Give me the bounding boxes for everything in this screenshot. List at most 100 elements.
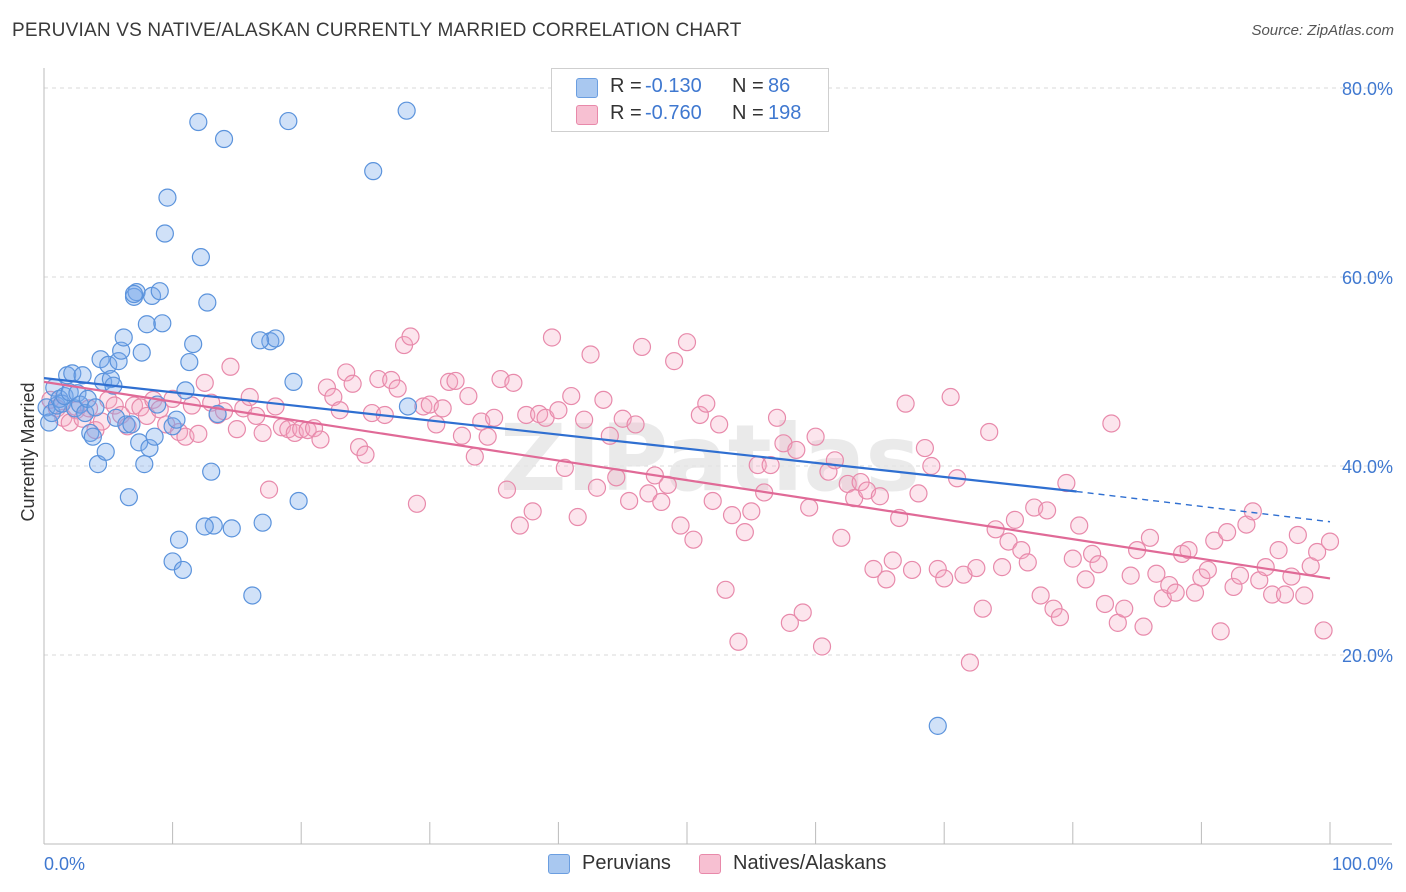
natives-point: [909, 484, 928, 503]
natives-point: [999, 532, 1018, 551]
peruvians-point: [364, 162, 383, 181]
natives-point: [407, 494, 427, 513]
natives-point: [722, 506, 742, 525]
natives-point: [581, 345, 600, 364]
n-label: N =: [732, 102, 764, 124]
natives-point: [1314, 621, 1333, 640]
peruvians-point: [150, 282, 169, 301]
natives-point: [542, 328, 562, 347]
natives-point: [716, 580, 735, 599]
natives-point: [1089, 555, 1108, 574]
y-tick-label: 40.0%: [1342, 457, 1393, 477]
y-tick-label: 20.0%: [1342, 646, 1393, 666]
peruvians-point: [176, 381, 195, 400]
peruvians-point: [73, 366, 92, 385]
natives-point: [928, 559, 947, 579]
natives-point: [427, 415, 446, 434]
peruvians-point: [76, 403, 95, 423]
natives-point: [1147, 564, 1166, 583]
natives-point: [369, 369, 388, 389]
natives-point: [877, 570, 896, 589]
natives-point: [1070, 516, 1089, 535]
peruvians-point: [169, 530, 189, 549]
peruvians-point: [112, 341, 131, 360]
natives-point: [941, 387, 960, 407]
peruvians-point: [109, 352, 128, 371]
peruvians-swatch: [576, 78, 598, 98]
natives-point: [1275, 585, 1295, 604]
natives-point: [433, 399, 452, 418]
natives-point: [317, 378, 337, 397]
legend-label: Natives/Alaskans: [733, 852, 887, 874]
peruvians-point: [191, 248, 210, 267]
natives-point: [710, 415, 729, 434]
natives-point: [1018, 553, 1037, 572]
y-tick-label: 80.0%: [1342, 79, 1393, 99]
natives-point: [195, 373, 214, 392]
peruvians-point: [289, 491, 308, 511]
natives-point: [549, 401, 568, 420]
natives-point: [870, 487, 890, 506]
natives-point: [504, 373, 523, 392]
natives-point: [1140, 528, 1160, 547]
natives-point: [883, 551, 902, 570]
natives-point: [478, 427, 497, 446]
natives-point: [1005, 510, 1025, 529]
r-value: -0.130: [645, 75, 702, 97]
peruvians-point: [99, 355, 118, 374]
natives-point: [1243, 502, 1262, 521]
natives-trend-line: [43, 380, 1331, 580]
natives-point: [1205, 531, 1224, 550]
natives-point: [632, 337, 652, 357]
peruvians-point: [137, 315, 156, 334]
peruvians-point: [83, 427, 102, 446]
natives-point: [1320, 532, 1340, 551]
peruvians-point: [214, 129, 234, 149]
n-label: N =: [732, 75, 764, 97]
peruvians-point: [127, 283, 146, 302]
natives-point: [671, 516, 690, 535]
natives-point: [459, 386, 478, 406]
natives-point: [1230, 566, 1250, 585]
peruvians-point: [250, 331, 270, 350]
natives-point: [337, 363, 356, 382]
natives-point: [684, 530, 703, 549]
natives-point: [150, 400, 169, 419]
natives-point: [465, 447, 484, 466]
natives-point: [922, 456, 941, 476]
natives-point: [497, 480, 517, 499]
natives-point: [124, 396, 144, 415]
natives-point: [343, 374, 362, 393]
natives-point: [1050, 608, 1070, 627]
natives-point: [414, 397, 433, 416]
natives-point: [992, 558, 1012, 577]
natives-point: [1102, 414, 1121, 433]
peruvians-point: [135, 455, 154, 474]
stats-legend-row-peruvians: R = -0.130 N = 86: [552, 75, 828, 101]
natives-point: [189, 424, 208, 443]
natives-point: [1082, 544, 1102, 563]
x-tick-label: 0.0%: [44, 854, 85, 874]
peruvians-point: [266, 329, 285, 348]
natives-point: [452, 426, 472, 445]
natives-point: [240, 387, 259, 407]
natives-point: [388, 379, 407, 398]
peruvians-point: [114, 328, 133, 347]
peruvians-point: [189, 112, 208, 132]
peruvians-point: [155, 224, 174, 243]
natives-point: [1185, 583, 1205, 602]
x-tick-label: 100.0%: [1332, 854, 1393, 874]
peruvians-point: [173, 560, 192, 580]
peruvians-point: [96, 442, 115, 461]
natives-point: [485, 408, 504, 427]
peruvians-trend-extension: [1076, 490, 1331, 523]
natives-point: [1031, 586, 1050, 605]
peruvians-point: [106, 408, 126, 427]
peruvians-point: [180, 352, 199, 372]
source-label: Source: ZipAtlas.com: [1251, 22, 1394, 39]
natives-point: [1057, 473, 1076, 493]
natives-point: [902, 560, 922, 580]
y-tick-label: 60.0%: [1342, 268, 1393, 288]
natives-point: [697, 394, 716, 413]
peruvians-point: [124, 284, 144, 304]
